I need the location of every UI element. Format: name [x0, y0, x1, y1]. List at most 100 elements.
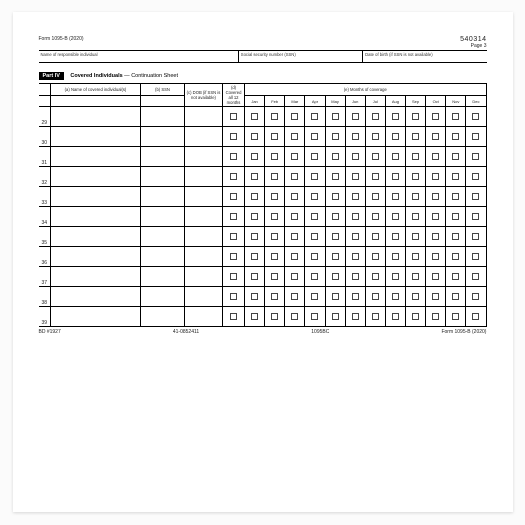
checkbox-all12[interactable] [223, 207, 245, 227]
checkbox-month[interactable] [446, 147, 466, 167]
checkbox-month[interactable] [245, 227, 265, 247]
checkbox-month[interactable] [325, 227, 345, 247]
checkbox-all12[interactable] [223, 127, 245, 147]
cell-dob[interactable] [185, 247, 223, 267]
checkbox-month[interactable] [305, 207, 325, 227]
checkbox-month[interactable] [305, 167, 325, 187]
checkbox-month[interactable] [265, 107, 285, 127]
checkbox-month[interactable] [285, 307, 305, 327]
cell-ssn[interactable] [141, 287, 185, 307]
cell-name[interactable] [51, 207, 141, 227]
checkbox-month[interactable] [325, 207, 345, 227]
checkbox-month[interactable] [426, 267, 446, 287]
cell-name[interactable] [51, 307, 141, 327]
checkbox-all12[interactable] [223, 167, 245, 187]
checkbox-month[interactable] [466, 127, 486, 147]
cell-dob[interactable] [185, 167, 223, 187]
cell-name[interactable] [51, 167, 141, 187]
checkbox-month[interactable] [265, 267, 285, 287]
checkbox-month[interactable] [325, 267, 345, 287]
checkbox-month[interactable] [446, 307, 466, 327]
checkbox-month[interactable] [245, 287, 265, 307]
checkbox-month[interactable] [426, 227, 446, 247]
checkbox-month[interactable] [245, 307, 265, 327]
checkbox-month[interactable] [466, 287, 486, 307]
checkbox-month[interactable] [385, 147, 405, 167]
checkbox-month[interactable] [285, 227, 305, 247]
checkbox-month[interactable] [285, 107, 305, 127]
cell-dob[interactable] [185, 207, 223, 227]
checkbox-month[interactable] [305, 107, 325, 127]
checkbox-month[interactable] [406, 127, 426, 147]
checkbox-month[interactable] [426, 167, 446, 187]
checkbox-month[interactable] [245, 147, 265, 167]
checkbox-month[interactable] [305, 247, 325, 267]
checkbox-month[interactable] [466, 307, 486, 327]
checkbox-month[interactable] [446, 187, 466, 207]
checkbox-month[interactable] [466, 247, 486, 267]
checkbox-month[interactable] [406, 247, 426, 267]
checkbox-month[interactable] [406, 187, 426, 207]
checkbox-month[interactable] [265, 307, 285, 327]
checkbox-all12[interactable] [223, 247, 245, 267]
checkbox-month[interactable] [365, 127, 385, 147]
checkbox-month[interactable] [365, 187, 385, 207]
cell-name[interactable] [51, 247, 141, 267]
checkbox-month[interactable] [245, 207, 265, 227]
cell-name[interactable] [51, 187, 141, 207]
checkbox-month[interactable] [365, 227, 385, 247]
checkbox-month[interactable] [345, 147, 365, 167]
checkbox-month[interactable] [385, 247, 405, 267]
checkbox-all12[interactable] [223, 287, 245, 307]
cell-ssn[interactable] [141, 167, 185, 187]
checkbox-month[interactable] [385, 127, 405, 147]
checkbox-month[interactable] [426, 247, 446, 267]
checkbox-month[interactable] [345, 227, 365, 247]
checkbox-month[interactable] [285, 187, 305, 207]
cell-dob[interactable] [185, 267, 223, 287]
checkbox-month[interactable] [265, 207, 285, 227]
checkbox-month[interactable] [265, 147, 285, 167]
checkbox-month[interactable] [446, 227, 466, 247]
checkbox-month[interactable] [466, 267, 486, 287]
checkbox-month[interactable] [385, 187, 405, 207]
checkbox-month[interactable] [305, 187, 325, 207]
checkbox-month[interactable] [285, 167, 305, 187]
checkbox-month[interactable] [305, 127, 325, 147]
checkbox-month[interactable] [245, 267, 265, 287]
checkbox-month[interactable] [365, 287, 385, 307]
checkbox-month[interactable] [305, 287, 325, 307]
checkbox-month[interactable] [466, 107, 486, 127]
checkbox-month[interactable] [406, 167, 426, 187]
cell-ssn[interactable] [141, 227, 185, 247]
checkbox-month[interactable] [345, 267, 365, 287]
checkbox-month[interactable] [446, 127, 466, 147]
checkbox-month[interactable] [345, 247, 365, 267]
cell-ssn[interactable] [141, 307, 185, 327]
checkbox-month[interactable] [385, 287, 405, 307]
checkbox-month[interactable] [406, 107, 426, 127]
checkbox-month[interactable] [466, 187, 486, 207]
checkbox-month[interactable] [385, 267, 405, 287]
checkbox-month[interactable] [245, 127, 265, 147]
checkbox-month[interactable] [325, 287, 345, 307]
checkbox-month[interactable] [265, 287, 285, 307]
checkbox-month[interactable] [345, 127, 365, 147]
checkbox-month[interactable] [325, 307, 345, 327]
cell-dob[interactable] [185, 187, 223, 207]
checkbox-month[interactable] [446, 247, 466, 267]
checkbox-month[interactable] [365, 307, 385, 327]
checkbox-month[interactable] [305, 227, 325, 247]
checkbox-month[interactable] [245, 107, 265, 127]
checkbox-month[interactable] [325, 187, 345, 207]
checkbox-month[interactable] [305, 267, 325, 287]
checkbox-month[interactable] [446, 267, 466, 287]
checkbox-month[interactable] [365, 267, 385, 287]
checkbox-month[interactable] [406, 287, 426, 307]
checkbox-month[interactable] [285, 267, 305, 287]
checkbox-month[interactable] [325, 167, 345, 187]
checkbox-month[interactable] [385, 167, 405, 187]
cell-ssn[interactable] [141, 267, 185, 287]
checkbox-month[interactable] [426, 207, 446, 227]
checkbox-month[interactable] [406, 207, 426, 227]
